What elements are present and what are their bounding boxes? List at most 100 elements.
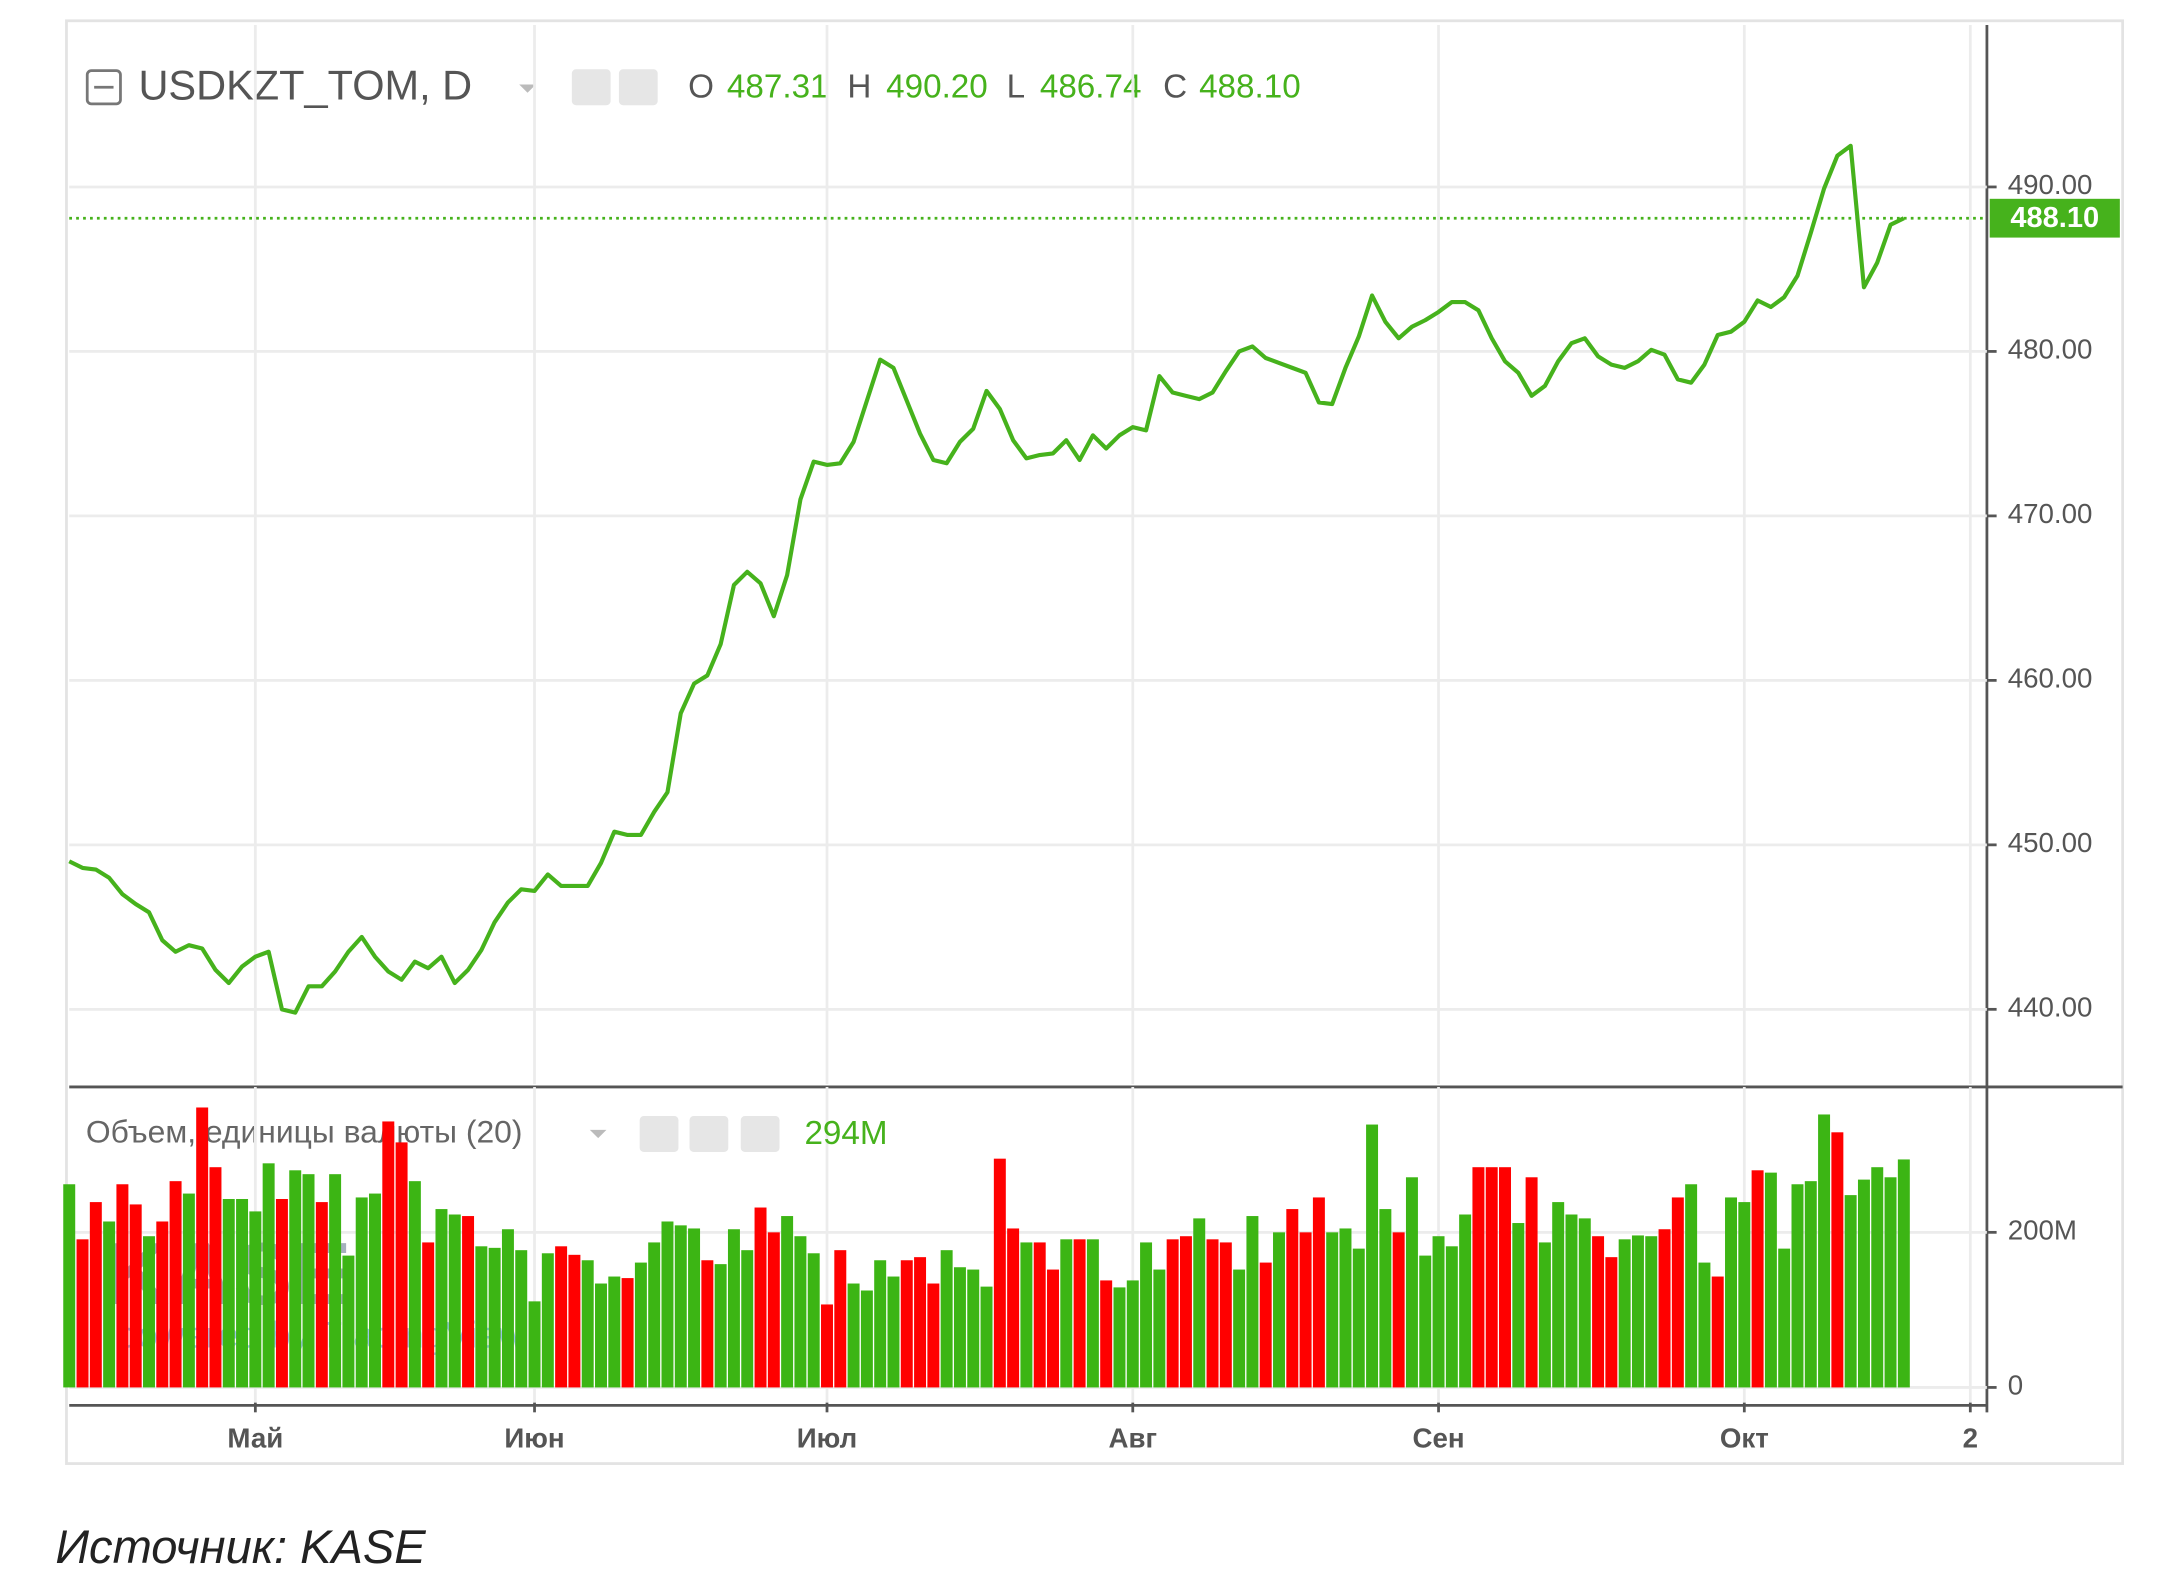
- close-button[interactable]: [740, 1116, 780, 1153]
- x-tick-label: Авг: [1108, 1422, 1157, 1453]
- volume-bar: [1246, 1216, 1259, 1388]
- visibility-button[interactable]: [639, 1116, 679, 1153]
- y-tick-label: 200M: [2008, 1215, 2077, 1246]
- volume-bar: [1432, 1236, 1445, 1388]
- chart-title: USDKZT_TOM, D: [138, 62, 472, 109]
- volume-bar: [1525, 1177, 1538, 1388]
- volume-bar: [1086, 1239, 1099, 1388]
- volume-bar: [1565, 1214, 1578, 1388]
- volume-bar: [608, 1276, 621, 1388]
- volume-bar: [648, 1242, 661, 1388]
- volume-bar: [1472, 1167, 1485, 1388]
- volume-bar: [1113, 1287, 1126, 1388]
- ohlc-name: H: [847, 68, 871, 105]
- x-tick-label: Июн: [504, 1422, 564, 1453]
- volume-title: Объем, единицы валюты (20): [86, 1113, 523, 1149]
- volume-bar: [1166, 1239, 1179, 1388]
- volume-bar: [1844, 1195, 1857, 1388]
- volume-bar: [1831, 1132, 1844, 1388]
- volume-bar: [1153, 1269, 1166, 1388]
- volume-bar: [1512, 1223, 1525, 1388]
- ohlc-value: 488.10: [1199, 68, 1301, 105]
- volume-bar: [329, 1174, 342, 1388]
- volume-bar: [116, 1184, 129, 1388]
- volume-bar: [1033, 1242, 1046, 1388]
- volume-bar: [1538, 1242, 1551, 1388]
- volume-bar: [156, 1221, 169, 1388]
- volume-bar: [103, 1221, 116, 1388]
- volume-bar: [967, 1269, 980, 1388]
- volume-bar: [1778, 1248, 1791, 1388]
- volume-bar: [222, 1198, 235, 1388]
- volume-bar: [1671, 1197, 1684, 1388]
- volume-bar: [1791, 1184, 1804, 1388]
- ohlc-value: 490.20: [886, 68, 988, 105]
- volume-bar: [395, 1142, 408, 1388]
- volume-bar: [1725, 1197, 1737, 1388]
- volume-bar: [1379, 1209, 1392, 1388]
- volume-bar: [940, 1250, 953, 1388]
- y-tick-label: 0: [2008, 1370, 2023, 1401]
- ohlc-name: O: [688, 68, 714, 105]
- volume-bar: [821, 1304, 833, 1388]
- x-tick-label: Окт: [1720, 1422, 1769, 1453]
- volume-bar: [568, 1254, 581, 1388]
- volume-bar: [1618, 1239, 1631, 1388]
- x-tick-label: Июл: [797, 1422, 857, 1453]
- volume-bar: [794, 1236, 807, 1388]
- volume-bar: [1884, 1177, 1897, 1388]
- volume-bar: [262, 1163, 275, 1388]
- volume-bar: [860, 1290, 873, 1388]
- caption: Источник: KASE: [55, 1520, 426, 1573]
- volume-bar: [1857, 1179, 1870, 1388]
- volume-bar: [302, 1174, 315, 1388]
- volume-bar: [89, 1202, 102, 1388]
- volume-bar: [927, 1283, 940, 1388]
- volume-bar: [1140, 1242, 1153, 1388]
- volume-bar: [1219, 1242, 1232, 1388]
- volume-bar: [714, 1264, 727, 1388]
- x-tick-label: 2: [1963, 1422, 1978, 1453]
- volume-bar: [595, 1283, 607, 1388]
- volume-bar: [422, 1242, 435, 1388]
- volume-bar: [1366, 1124, 1379, 1388]
- y-tick-label: 450.00: [2008, 827, 2093, 858]
- volume-bar: [1073, 1239, 1086, 1388]
- volume-bar: [1392, 1232, 1405, 1388]
- volume-bar: [701, 1260, 714, 1388]
- settings-button[interactable]: [689, 1116, 729, 1153]
- x-tick-label: Май: [227, 1422, 283, 1453]
- volume-bar: [369, 1193, 381, 1388]
- volume-bar: [1804, 1181, 1817, 1388]
- dropdown-arrow[interactable]: [519, 84, 536, 93]
- volume-bar: [953, 1267, 966, 1388]
- volume-bar: [1352, 1248, 1365, 1388]
- y-tick-label: 480.00: [2008, 334, 2093, 365]
- ohlc-value: 487.31: [727, 68, 829, 105]
- volume-bar: [501, 1229, 514, 1388]
- volume-bar: [1605, 1257, 1618, 1388]
- volume-bar: [1764, 1172, 1777, 1388]
- volume-bar: [834, 1250, 847, 1388]
- ohlc-name: C: [1163, 68, 1187, 105]
- visibility-button[interactable]: [571, 69, 611, 106]
- y-tick-label: 460.00: [2008, 663, 2093, 694]
- volume-bar: [1897, 1159, 1910, 1388]
- volume-bar: [1592, 1236, 1605, 1388]
- volume-bar: [1047, 1269, 1059, 1388]
- volume-bar: [448, 1214, 461, 1388]
- price-line: [68, 143, 1905, 1015]
- volume-bar: [541, 1253, 554, 1388]
- collapse-button[interactable]: [85, 69, 122, 106]
- volume-bar: [1233, 1269, 1246, 1388]
- volume-bar: [581, 1260, 594, 1388]
- volume-bar: [980, 1286, 993, 1388]
- settings-button[interactable]: [618, 69, 658, 106]
- volume-bar: [382, 1121, 395, 1388]
- volume-bar: [475, 1246, 488, 1388]
- dropdown-arrow[interactable]: [589, 1129, 607, 1139]
- last-price-tag: [1989, 198, 2120, 238]
- volume-bar: [674, 1225, 687, 1388]
